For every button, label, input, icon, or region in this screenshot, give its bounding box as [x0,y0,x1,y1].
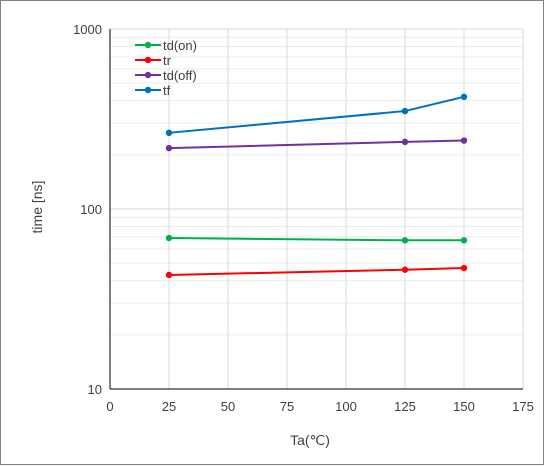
y-tick-label: 1000 [73,22,102,37]
data-point-tr [460,264,468,272]
data-point-td(on) [460,237,468,244]
series-line-tf [168,95,465,134]
minor-gridlines [110,36,523,336]
x-tick-label: 25 [162,399,176,414]
legend-marker-tf [144,86,152,94]
data-point-td(on) [165,234,173,242]
legend-marker-td(on) [144,41,152,49]
data-point-tf [165,129,173,137]
x-tick-label: 50 [221,399,235,414]
x-tick-label: 150 [453,399,475,414]
legend-label-tr: tr [163,53,172,68]
y-axis-label: time [ns] [29,181,45,234]
y-tick-labels: 10 100 1000 [73,22,102,397]
data-point-tr [401,266,409,273]
legend-label-td(off): td(off) [163,68,197,83]
legend-label-tf: tf [163,83,171,98]
x-tick-labels: 0 25 50 75 100 125 150 175 [106,399,533,414]
series-line-tr [168,267,465,276]
y-tick-label: 100 [80,202,102,217]
x-tick-label: 75 [280,399,294,414]
legend-marker-td(off) [144,71,152,79]
x-tick-label: 100 [335,399,357,414]
series-line-td(on) [168,237,464,242]
data-point-td(off) [165,144,173,152]
data-point-td(off) [401,138,409,146]
x-tick-label: 175 [512,399,534,414]
x-tick-label: 0 [106,399,113,414]
data-point-tr [165,271,173,279]
data-point-td(on) [401,237,409,244]
legend-marker-tr [144,56,152,64]
x-axis-label: Ta(℃) [290,432,330,448]
series-line-td(off) [168,139,465,150]
data-point-tf [401,107,409,115]
data-point-tf [460,93,468,101]
legend-label-td(on): td(on) [163,38,197,53]
data-point-td(off) [460,137,468,144]
axes [109,29,523,390]
x-tick-label: 125 [394,399,416,414]
series-layer [165,93,468,279]
y-tick-label: 10 [88,382,102,397]
